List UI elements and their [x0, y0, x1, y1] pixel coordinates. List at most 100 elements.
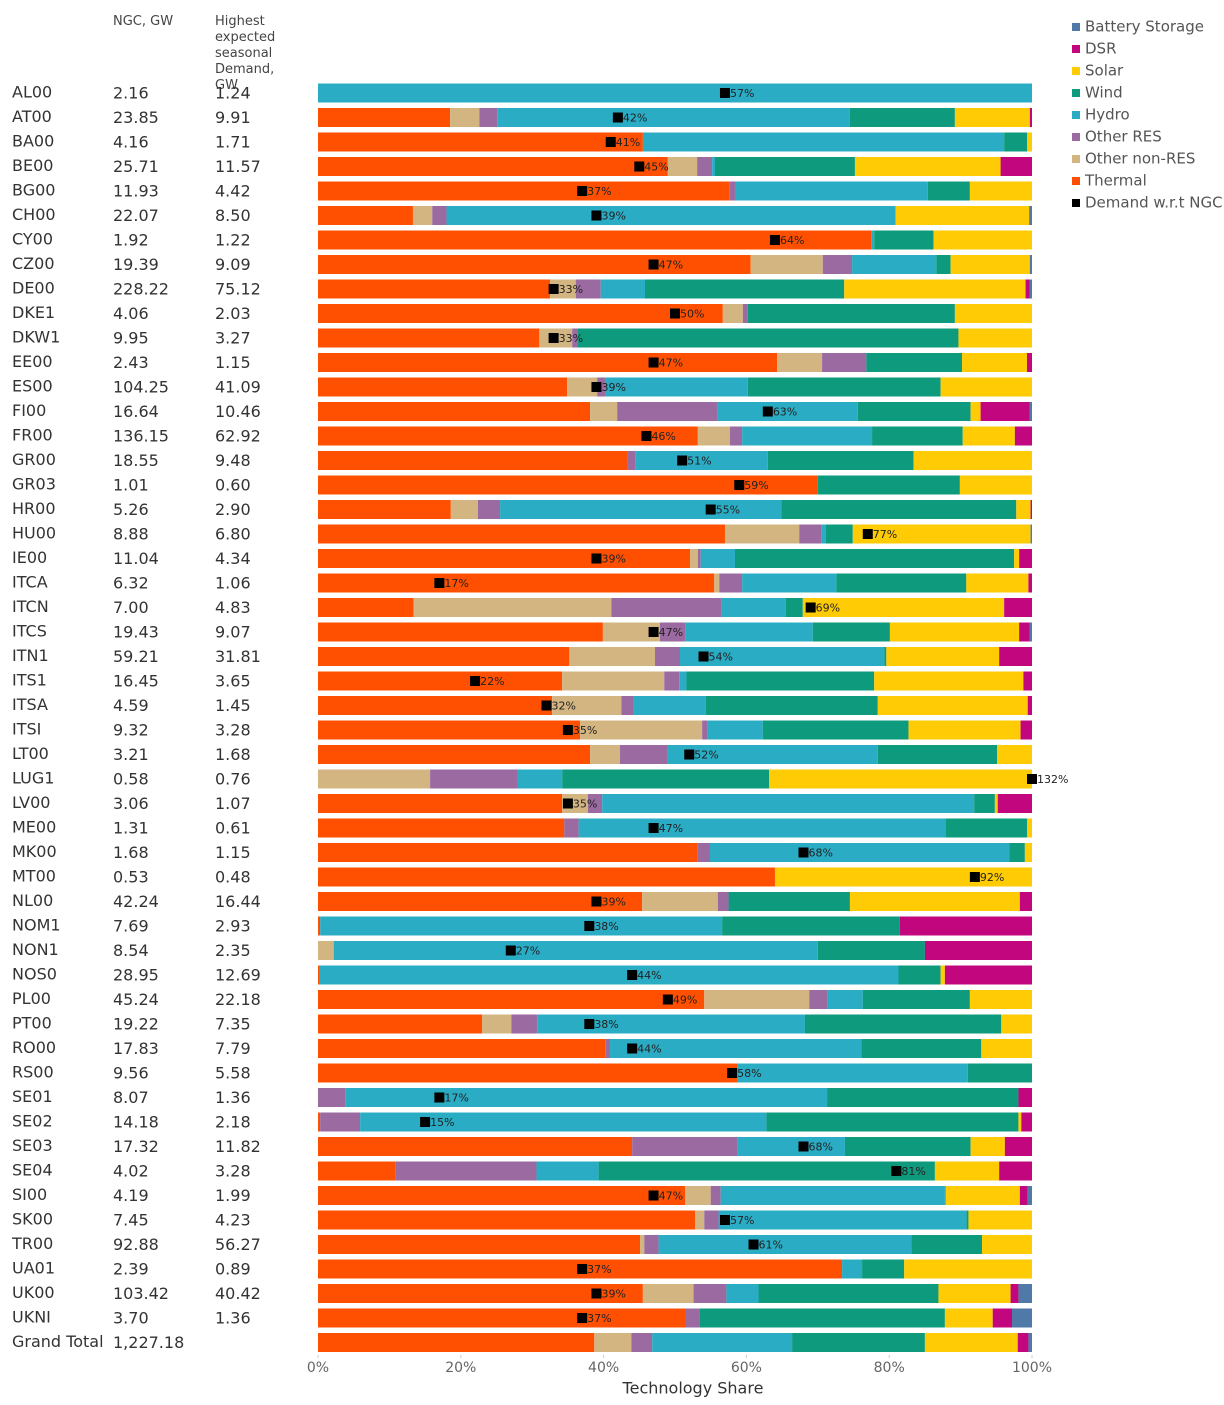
bar-segment — [664, 671, 680, 691]
demand-value: 0.60 — [215, 476, 251, 495]
bar-segment — [742, 426, 873, 446]
demand-marker — [470, 676, 481, 686]
demand-marker — [605, 137, 616, 147]
bar-segment — [705, 696, 878, 715]
bar-segment — [685, 622, 813, 642]
bar-segment — [717, 402, 858, 421]
bar-segment — [742, 573, 837, 593]
legend-label: Battery Storage — [1085, 18, 1204, 36]
row-label: IE00 — [12, 548, 47, 567]
bar-segment — [714, 157, 855, 176]
bar-segment — [318, 622, 603, 642]
bar-segment — [598, 1161, 935, 1181]
ngc-value: 9.56 — [113, 1064, 149, 1083]
bar-segment — [769, 769, 1032, 789]
bar-segment — [652, 1333, 793, 1352]
bar-segment — [318, 524, 725, 544]
ngc-value: 59.21 — [113, 647, 159, 666]
bar-segment — [640, 1235, 645, 1254]
bar-segment — [722, 304, 743, 323]
demand-value: 2.93 — [215, 917, 251, 936]
bar-segment — [1017, 1333, 1029, 1352]
bar-segment — [872, 426, 963, 446]
bar-segment — [959, 475, 1032, 495]
row-label: Grand Total — [12, 1332, 104, 1351]
bar-segment — [1027, 696, 1032, 715]
demand-value: 11.82 — [215, 1137, 261, 1156]
bar-segment — [645, 279, 845, 299]
legend-label: Other RES — [1085, 128, 1162, 146]
bar-segment — [318, 1014, 483, 1034]
bar-segment — [1019, 622, 1030, 642]
demand-marker — [577, 1264, 588, 1274]
bar-segment — [709, 843, 1010, 862]
bar-segment — [1004, 1137, 1032, 1156]
bar-segment — [633, 696, 706, 715]
legend-label: Other non-RES — [1085, 150, 1195, 168]
bar-segment — [621, 696, 634, 715]
demand-label: 51% — [687, 455, 711, 468]
bar-segment — [792, 1333, 925, 1352]
bar-segment — [967, 1063, 1032, 1083]
row-label: BG00 — [12, 181, 55, 200]
bar-segment — [318, 990, 705, 1009]
bar-segment — [318, 1235, 641, 1254]
row-label: ME00 — [12, 818, 56, 837]
bar-segment — [707, 720, 763, 740]
bar-segment — [684, 1186, 711, 1205]
row-label: BA00 — [12, 132, 54, 151]
ngc-value: 6.32 — [113, 574, 149, 593]
row-label: GR00 — [12, 450, 56, 469]
demand-value: 0.89 — [215, 1260, 251, 1279]
ngc-value: 4.19 — [113, 1186, 149, 1205]
bar-segment — [871, 230, 875, 250]
demand-label: 50% — [680, 308, 704, 321]
bar-segment — [1027, 818, 1032, 838]
bar-segment — [940, 377, 1032, 397]
demand-marker — [662, 994, 673, 1005]
bar-segment — [1018, 1112, 1022, 1132]
row-label: SE04 — [12, 1161, 53, 1180]
bar-segment — [913, 451, 1032, 470]
demand-label: 33% — [559, 332, 583, 345]
bar-segment — [1012, 1308, 1032, 1328]
bar-segment — [667, 745, 878, 764]
demand-label: 77% — [873, 528, 897, 541]
bar-segment — [861, 1039, 982, 1058]
bar-segment — [908, 720, 1021, 740]
legend-label: Thermal — [1084, 172, 1147, 190]
bar-segment — [697, 426, 730, 446]
bar-segment — [762, 720, 909, 740]
demand-label: 38% — [594, 920, 618, 933]
row-label: FI00 — [12, 401, 46, 420]
bar-segment — [689, 549, 698, 568]
bar-segment — [924, 1333, 1018, 1352]
bar-segment — [982, 1235, 1032, 1254]
row-label: FR00 — [12, 426, 53, 445]
demand-value: 1.15 — [215, 353, 251, 372]
demand-value: 1.36 — [215, 1088, 251, 1107]
demand-marker — [648, 259, 659, 270]
demand-marker — [862, 529, 873, 539]
demand-label: 52% — [694, 749, 718, 762]
bar-segment — [720, 1186, 945, 1205]
demand-value: 9.48 — [215, 451, 251, 470]
bar-segment — [817, 941, 925, 960]
ngc-value: 8.54 — [113, 941, 149, 960]
bar-segment — [318, 769, 431, 789]
bar-segment — [726, 1284, 759, 1303]
ngc-value: 0.58 — [113, 770, 149, 789]
bar-segment — [962, 353, 1028, 372]
demand-value: 41.09 — [215, 378, 261, 397]
demand-marker — [670, 308, 680, 319]
bar-segment — [1000, 157, 1032, 176]
x-tick-label: 0% — [307, 1360, 329, 1376]
bar-segment — [318, 1284, 643, 1303]
bar-segment — [446, 206, 896, 225]
bar-segment — [936, 255, 951, 274]
bar-segment — [318, 475, 818, 495]
ngc-value: 1.01 — [113, 476, 149, 495]
demand-value: 8.50 — [215, 206, 251, 225]
legend-swatch — [1072, 133, 1080, 141]
demand-value: 0.48 — [215, 868, 251, 887]
